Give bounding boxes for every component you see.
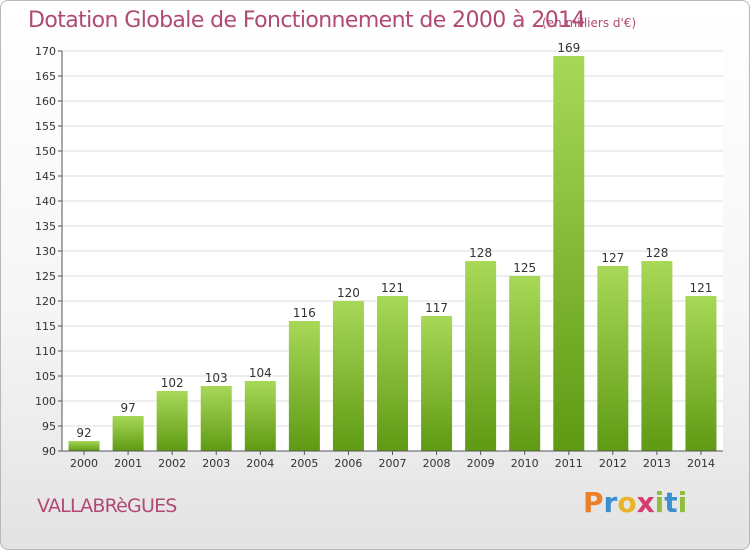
bar-2000 xyxy=(68,441,100,451)
y-tick-label: 95 xyxy=(42,420,56,433)
y-tick-label: 115 xyxy=(35,320,56,333)
bar-2005 xyxy=(288,321,320,451)
bar-2010 xyxy=(509,276,541,451)
y-tick-label: 150 xyxy=(35,145,56,158)
data-label-2006: 120 xyxy=(337,286,360,300)
data-label-2007: 121 xyxy=(381,281,404,295)
chart-unit: (en milliers d'€) xyxy=(542,16,637,30)
bar-2014 xyxy=(685,296,717,451)
y-tick-label: 110 xyxy=(35,345,56,358)
data-label-2005: 116 xyxy=(293,306,316,320)
bar-2004 xyxy=(244,381,276,451)
y-tick-label: 140 xyxy=(35,195,56,208)
logo-letter: o xyxy=(617,486,637,519)
bar-2006 xyxy=(332,301,364,451)
x-tick-label-2012: 2012 xyxy=(599,457,627,470)
data-label-2003: 103 xyxy=(205,371,228,385)
y-tick-label: 105 xyxy=(35,370,56,383)
x-tick-label-2009: 2009 xyxy=(467,457,495,470)
y-tick-label: 90 xyxy=(42,445,56,458)
logo-letter: t xyxy=(664,486,678,519)
x-tick-label-2004: 2004 xyxy=(246,457,274,470)
data-label-2010: 125 xyxy=(513,261,536,275)
x-tick-label-2001: 2001 xyxy=(114,457,142,470)
logo-letter: r xyxy=(603,486,618,519)
y-tick-label: 170 xyxy=(35,45,56,58)
y-tick-label: 155 xyxy=(35,120,56,133)
logo-letter: x xyxy=(636,486,655,519)
x-tick-label-2011: 2011 xyxy=(555,457,583,470)
logo-letter: P xyxy=(583,486,604,519)
y-tick-label: 120 xyxy=(35,295,56,308)
logo-letter: i xyxy=(654,486,665,519)
data-label-2000: 92 xyxy=(76,426,91,440)
data-label-2002: 102 xyxy=(161,376,184,390)
bar-2001 xyxy=(112,416,144,451)
x-tick-label-2002: 2002 xyxy=(158,457,186,470)
commune-name: VALLABRèGUES xyxy=(37,495,177,517)
y-tick-label: 130 xyxy=(35,245,56,258)
x-tick-label-2008: 2008 xyxy=(423,457,451,470)
y-tick-label: 145 xyxy=(35,170,56,183)
x-tick-label-2005: 2005 xyxy=(290,457,318,470)
proxiti-logo: Proxiti xyxy=(583,486,687,519)
bar-2013 xyxy=(641,261,673,451)
bar-2009 xyxy=(465,261,497,451)
y-tick-label: 135 xyxy=(35,220,56,233)
y-tick-label: 125 xyxy=(35,270,56,283)
data-label-2014: 121 xyxy=(690,281,713,295)
data-label-2001: 97 xyxy=(120,401,135,415)
y-tick-label: 100 xyxy=(35,395,56,408)
x-tick-label-2007: 2007 xyxy=(379,457,407,470)
bar-2002 xyxy=(156,391,188,451)
x-tick-label-2013: 2013 xyxy=(643,457,671,470)
x-tick-label-2014: 2014 xyxy=(687,457,715,470)
bar-2011 xyxy=(553,56,585,451)
bar-2007 xyxy=(377,296,408,451)
bar-2008 xyxy=(421,316,453,451)
x-tick-label-2003: 2003 xyxy=(202,457,230,470)
bar-2003 xyxy=(200,386,232,451)
data-label-2013: 128 xyxy=(645,246,668,260)
x-tick-label-2010: 2010 xyxy=(511,457,539,470)
y-tick-label: 165 xyxy=(35,70,56,83)
y-tick-label: 160 xyxy=(35,95,56,108)
bar-2012 xyxy=(597,266,629,451)
data-label-2011: 169 xyxy=(557,41,580,55)
data-label-2004: 104 xyxy=(249,366,272,380)
data-label-2012: 127 xyxy=(601,251,624,265)
data-label-2008: 117 xyxy=(425,301,448,315)
chart-title: Dotation Globale de Fonctionnement de 20… xyxy=(28,8,586,33)
x-tick-label-2006: 2006 xyxy=(334,457,362,470)
x-tick-label-2000: 2000 xyxy=(70,457,98,470)
data-label-2009: 128 xyxy=(469,246,492,260)
logo-letter: i xyxy=(677,486,688,519)
